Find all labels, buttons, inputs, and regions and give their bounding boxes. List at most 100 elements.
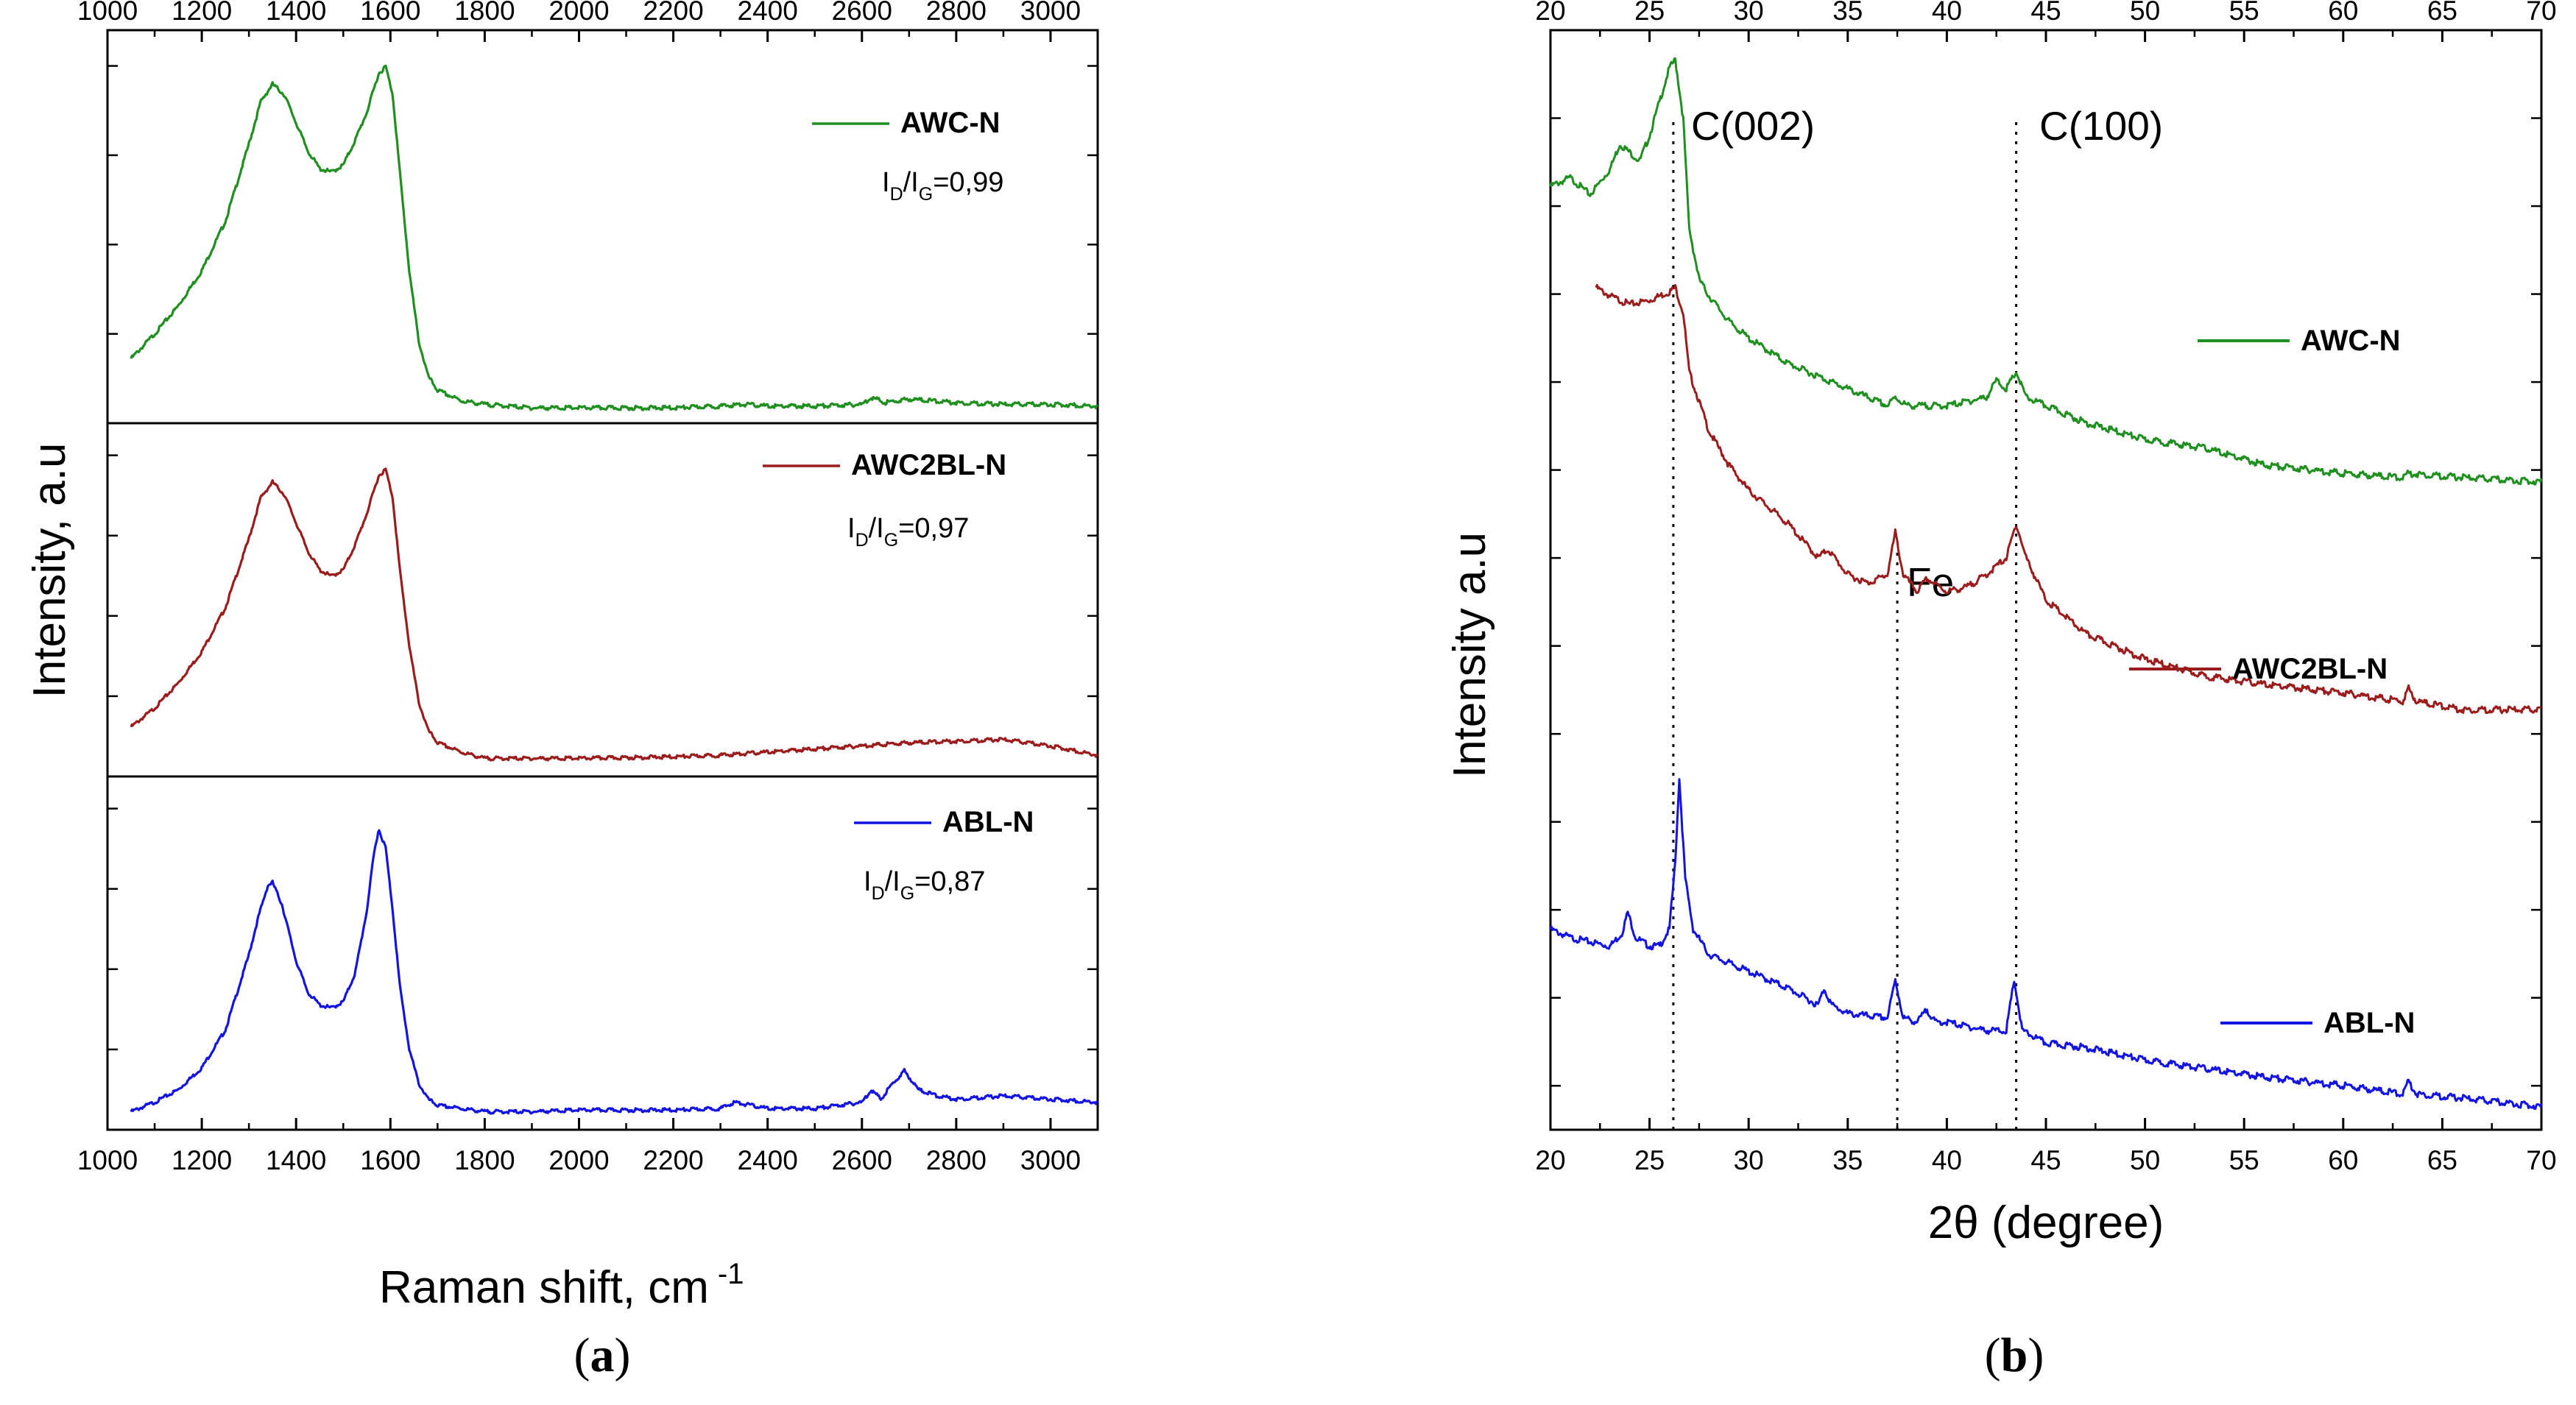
xrd-annotation-label: C(100) — [2039, 103, 2163, 149]
panel-label-b-close: ) — [2028, 1328, 2044, 1382]
raman-frame — [106, 29, 1099, 1131]
raman-legend-label-awc-n: AWC-N — [900, 107, 1001, 139]
raman-legend-label-abl-n: ABL-N — [942, 806, 1034, 838]
raman-y-axis-title: Intensity, a.u — [24, 443, 75, 698]
ratio-value: =0,99 — [933, 167, 1003, 198]
panel-label-a-letter: a — [590, 1328, 615, 1382]
raman-legends: AWC-NID/IG=0,99AWC2BL-NID/IG=0,97ABL-NID… — [763, 107, 1034, 904]
xrd-legend-label-abl-n: ABL-N — [2323, 1007, 2415, 1039]
raman-x-tick-label-bottom: 3000 — [1020, 1145, 1081, 1175]
ratio-slash: /I — [903, 167, 919, 198]
panel-label-a: (a) — [574, 1328, 631, 1382]
xrd-x-tick-label-top: 60 — [2328, 0, 2358, 26]
raman-x-tick-label-top: 1600 — [360, 0, 420, 26]
xrd-x-tick-label-top: 70 — [2526, 0, 2556, 26]
raman-x-tick-label-top: 3000 — [1020, 0, 1081, 26]
raman-axis-ticks: 1000 1000 1200 1200 1400 1400 1600 1600 1800 1800… — [77, 0, 1098, 1175]
raman-x-axis-title-superscript: -1 — [718, 1258, 744, 1290]
ratio-subscript-d: D — [890, 184, 903, 205]
raman-ratio-awc2bl-n: ID/IG=0,97 — [847, 513, 969, 551]
xrd-x-tick-label-bottom: 55 — [2229, 1145, 2259, 1175]
raman-x-tick-label-bottom: 2800 — [926, 1145, 987, 1175]
raman-x-tick-label-bottom: 1200 — [172, 1145, 232, 1175]
raman-x-tick-label-bottom: 2200 — [643, 1145, 703, 1175]
ratio-value: =0,97 — [898, 513, 969, 544]
raman-x-tick-label-bottom: 1600 — [360, 1145, 420, 1175]
xrd-x-tick-label-top: 50 — [2130, 0, 2160, 26]
raman-x-tick-label-top: 2200 — [643, 0, 703, 26]
panel-label-a-open: ( — [574, 1328, 590, 1382]
raman-x-tick-label-top: 1000 — [77, 0, 138, 26]
xrd-axis-ticks: 20 20 25 25 30 30 35 35 40 40 45 45 50 50 55 55 60 60 65 65… — [1535, 0, 2556, 1175]
xrd-x-tick-label-top: 55 — [2229, 0, 2259, 26]
xrd-x-tick-label-top: 25 — [1634, 0, 1665, 26]
raman-x-axis-title: Raman shift, cm -1 — [379, 1258, 744, 1313]
ratio-subscript-g: G — [900, 883, 914, 904]
panel-label-a-close: ) — [615, 1328, 631, 1382]
xrd-annotation-label: C(002) — [1691, 103, 1815, 149]
xrd-series — [1549, 57, 2543, 1110]
raman-x-tick-label-top: 1400 — [266, 0, 326, 26]
xrd-x-tick-label-bottom: 40 — [1932, 1145, 1962, 1175]
panel-label-b-letter: b — [2001, 1328, 2028, 1382]
raman-ratio-awc-n: ID/IG=0,99 — [882, 167, 1003, 205]
raman-ratio-abl-n: ID/IG=0,87 — [864, 866, 985, 904]
raman-line-abl-n — [130, 829, 1098, 1115]
raman-line-awc-n — [130, 64, 1098, 411]
raman-x-tick-label-top: 2800 — [926, 0, 987, 26]
xrd-line-abl-n — [1549, 778, 2543, 1110]
xrd-annotations: C(002) C(100)Fe — [1672, 103, 2163, 1130]
panel-label-b-open: ( — [1985, 1328, 2001, 1382]
xrd-x-tick-label-top: 65 — [2427, 0, 2457, 26]
raman-x-tick-label-top: 2600 — [832, 0, 892, 26]
xrd-x-tick-label-top: 35 — [1832, 0, 1863, 26]
xrd-x-tick-label-bottom: 20 — [1535, 1145, 1565, 1175]
xrd-x-axis-title: 2θ (degree) — [1928, 1197, 2164, 1248]
xrd-x-tick-label-bottom: 25 — [1634, 1145, 1665, 1175]
raman-x-tick-label-bottom: 1400 — [266, 1145, 326, 1175]
xrd-x-tick-label-bottom: 35 — [1832, 1145, 1863, 1175]
ratio-i-d: I — [864, 866, 872, 897]
ratio-subscript-g: G — [919, 184, 933, 205]
raman-x-tick-label-top: 2400 — [738, 0, 798, 26]
raman-x-tick-label-bottom: 2600 — [832, 1145, 892, 1175]
raman-x-tick-label-bottom: 2000 — [548, 1145, 609, 1175]
raman-x-tick-label-bottom: 2400 — [738, 1145, 798, 1175]
raman-x-tick-label-top: 2000 — [548, 0, 609, 26]
xrd-x-tick-label-top: 30 — [1734, 0, 1764, 26]
raman-x-tick-label-bottom: 1800 — [454, 1145, 515, 1175]
raman-legend-label-awc2bl-n: AWC2BL-N — [851, 449, 1006, 481]
xrd-x-tick-label-bottom: 30 — [1734, 1145, 1764, 1175]
ratio-i-d: I — [882, 167, 890, 198]
raman-line-awc2bl-n — [130, 467, 1098, 762]
xrd-legends: AWC-N AWC2BL-N ABL-N — [2129, 325, 2415, 1039]
ratio-slash: /I — [869, 513, 884, 544]
xrd-legend-label-awc2bl-n: AWC2BL-N — [2232, 653, 2388, 685]
xrd-x-tick-label-top: 20 — [1535, 0, 1565, 26]
ratio-value: =0,87 — [914, 866, 985, 897]
ratio-subscript-g: G — [884, 530, 898, 551]
xrd-x-tick-label-bottom: 60 — [2328, 1145, 2358, 1175]
raman-x-tick-label-top: 1200 — [172, 0, 232, 26]
raman-x-tick-label-bottom: 1000 — [77, 1145, 138, 1175]
xrd-x-tick-label-top: 45 — [2030, 0, 2061, 26]
ratio-subscript-d: D — [855, 530, 869, 551]
xrd-x-tick-label-top: 40 — [1932, 0, 1962, 26]
raman-x-tick-label-top: 1800 — [454, 0, 515, 26]
ratio-subscript-d: D — [872, 883, 885, 904]
xrd-x-tick-label-bottom: 50 — [2130, 1145, 2160, 1175]
xrd-x-tick-label-bottom: 65 — [2427, 1145, 2457, 1175]
ratio-slash: /I — [885, 866, 900, 897]
xrd-x-tick-label-bottom: 45 — [2030, 1145, 2061, 1175]
raman-panel: 1000 1000 1200 1200 1400 1400 1600 1600 1800 1800… — [24, 0, 1099, 1382]
xrd-y-axis-title: Intensity a.u — [1444, 532, 1495, 778]
xrd-x-tick-label-bottom: 70 — [2526, 1145, 2556, 1175]
xrd-legend-label-awc-n: AWC-N — [2301, 325, 2401, 357]
raman-x-axis-title-main: Raman shift, cm — [379, 1262, 709, 1313]
xrd-line-awc2bl-n — [1595, 283, 2542, 715]
ratio-i-d: I — [847, 513, 855, 544]
raman-series — [130, 64, 1098, 1115]
xrd-panel: 20 20 25 25 30 30 35 35 40 40 45 45 50 50 55 55 60 60 65 65… — [1444, 0, 2557, 1382]
xrd-frame — [1549, 29, 2543, 1131]
